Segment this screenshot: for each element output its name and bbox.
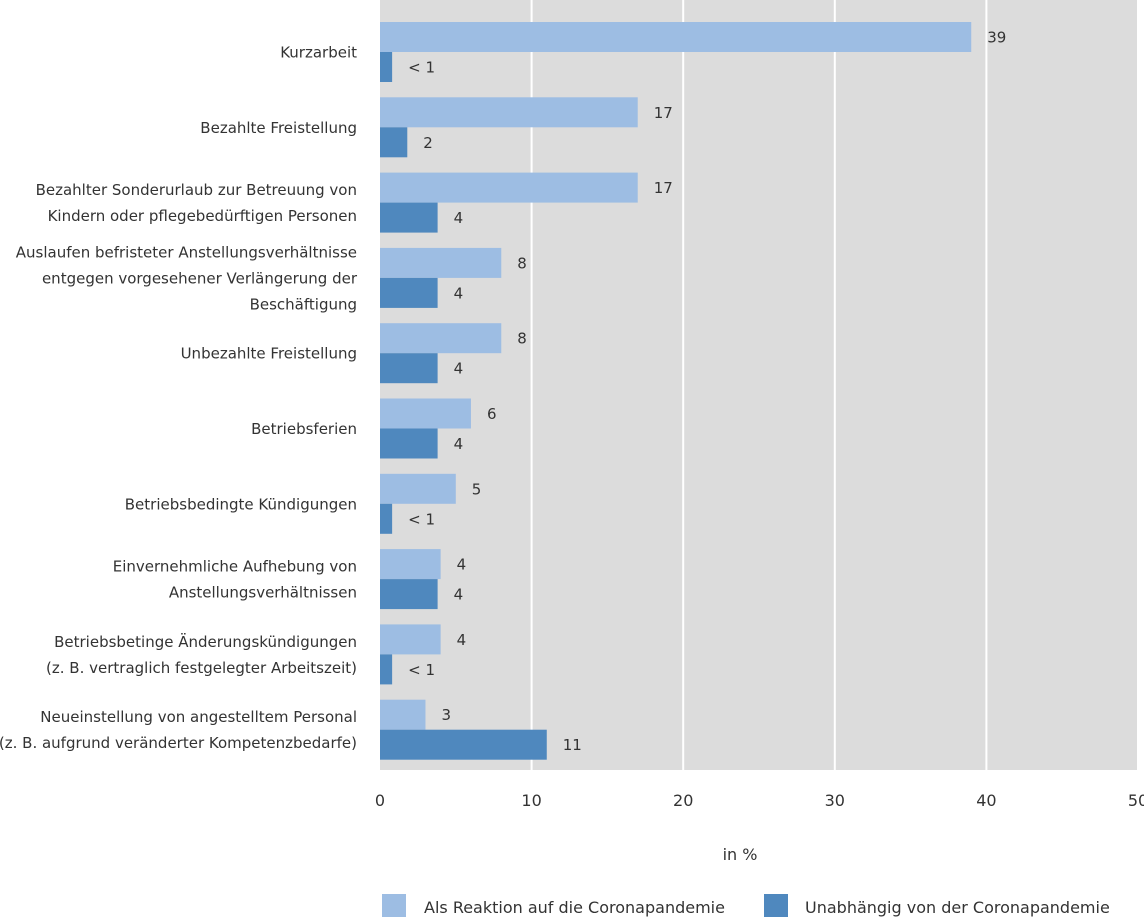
data-label: 8	[517, 254, 527, 272]
bar-series-1	[380, 473, 456, 504]
bar-series-1	[380, 624, 441, 655]
bar-series-2	[380, 277, 438, 308]
data-label: 11	[563, 736, 582, 754]
legend-swatch	[764, 894, 788, 917]
data-label: < 1	[408, 661, 435, 679]
bar-series-1	[380, 22, 972, 52]
data-label: 6	[487, 405, 497, 423]
x-tick-label: 40	[976, 791, 996, 810]
bar-series-1	[380, 323, 502, 354]
legend-item: Als Reaktion auf die Coronapandemie	[382, 894, 725, 917]
data-label: 4	[454, 435, 464, 453]
category-label: Einvernehmliche Aufhebung von	[113, 558, 357, 576]
category-label: Kurzarbeit	[280, 44, 357, 62]
data-label: 4	[454, 284, 464, 302]
bar-series-2	[380, 729, 547, 760]
category-label: Unbezahlte Freistellung	[181, 345, 357, 363]
bar-series-2	[380, 428, 438, 459]
category-labels: Kurzarbeit Bezahlte Freistellung Bezahlter…	[0, 44, 358, 753]
data-label: 4	[457, 631, 467, 649]
category-label: Betriebsferien	[251, 420, 357, 438]
data-label: 5	[472, 480, 482, 498]
bar-series-2	[380, 202, 438, 233]
x-axis-ticks: 0 10 20 30 40 50	[375, 791, 1144, 810]
data-label: 4	[454, 209, 464, 227]
legend-label: Als Reaktion auf die Coronapandemie	[424, 898, 725, 917]
category-label: Neueinstellung von angestelltem Personal	[40, 708, 357, 726]
data-label: 2	[423, 134, 433, 152]
legend-item: Unabhängig von der Coronapandemie	[764, 894, 1110, 917]
legend: Als Reaktion auf die Coronapandemie Unabh…	[382, 894, 1110, 917]
bar-series-2	[380, 503, 393, 534]
category-label: Betriebsbetinge Änderungskündigungen	[54, 632, 357, 651]
data-label: 4	[454, 586, 464, 604]
bar-series-2	[380, 654, 393, 685]
bar-series-2	[380, 353, 438, 384]
x-axis-title: in %	[723, 845, 758, 864]
category-label: Auslaufen befristeter Anstellungsverhält…	[16, 243, 357, 261]
category-label: Bezahlte Freistellung	[200, 119, 357, 137]
bar-series-1	[380, 247, 502, 278]
category-label: Kindern oder pflegebedürftigen Personen	[48, 207, 357, 225]
data-label: 3	[441, 706, 451, 724]
category-label: (z. B. vertraglich festgelegter Arbeitsz…	[46, 659, 357, 677]
category-label: Beschäftigung	[250, 295, 357, 313]
x-tick-label: 50	[1128, 791, 1144, 810]
legend-label: Unabhängig von der Coronapandemie	[805, 898, 1110, 917]
bar-series-1	[380, 699, 426, 730]
bar-series-1	[380, 398, 471, 429]
plot-background	[380, 0, 1138, 770]
data-label: 8	[517, 330, 527, 348]
data-label: 39	[987, 29, 1006, 47]
value-labels: 39 < 1 17 2 17 4 8 4 8 4 6 4 5 < 1 4 4 4 < 1 3 11	[408, 29, 1006, 755]
category-label: Bezahlter Sonderurlaub zur Betreuung von	[36, 181, 357, 199]
data-label: 17	[654, 179, 673, 197]
category-label: Betriebsbedingte Kündigungen	[125, 495, 357, 513]
gridlines	[530, 0, 1139, 770]
category-label: entgegen vorgesehener Verlängerung der	[42, 269, 358, 287]
bar-series-1	[380, 549, 441, 580]
data-label: < 1	[408, 59, 435, 77]
bar-series-1	[380, 172, 638, 203]
category-label: Anstellungsverhältnissen	[169, 584, 357, 602]
data-label: 17	[654, 104, 673, 122]
bar-series-2	[380, 52, 393, 82]
x-tick-label: 0	[375, 791, 385, 810]
bars	[380, 22, 972, 760]
category-label: (z. B. aufgrund veränderter Kompetenzbed…	[0, 734, 357, 752]
data-label: 4	[454, 360, 464, 378]
x-tick-label: 20	[673, 791, 693, 810]
bar-series-1	[380, 97, 638, 128]
data-label: 4	[457, 556, 467, 574]
x-tick-label: 30	[825, 791, 845, 810]
bar-series-2	[380, 579, 438, 610]
legend-swatch	[382, 894, 406, 917]
bar-series-2	[380, 127, 408, 158]
data-label: < 1	[408, 510, 435, 528]
x-tick-label: 10	[521, 791, 541, 810]
